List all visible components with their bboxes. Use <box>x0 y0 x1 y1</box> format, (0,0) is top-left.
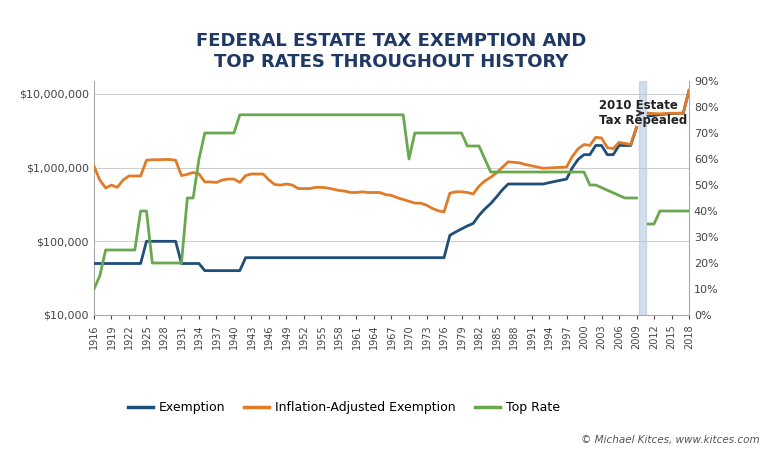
Title: FEDERAL ESTATE TAX EXEMPTION AND
TOP RATES THROUGHOUT HISTORY: FEDERAL ESTATE TAX EXEMPTION AND TOP RAT… <box>197 32 586 71</box>
Bar <box>639 81 646 315</box>
Legend: Exemption, Inflation-Adjusted Exemption, Top Rate: Exemption, Inflation-Adjusted Exemption,… <box>123 396 565 419</box>
Text: 2010 Estate
Tax Repealed: 2010 Estate Tax Repealed <box>599 99 687 127</box>
Text: © Michael Kitces, www.kitces.com: © Michael Kitces, www.kitces.com <box>581 436 760 446</box>
